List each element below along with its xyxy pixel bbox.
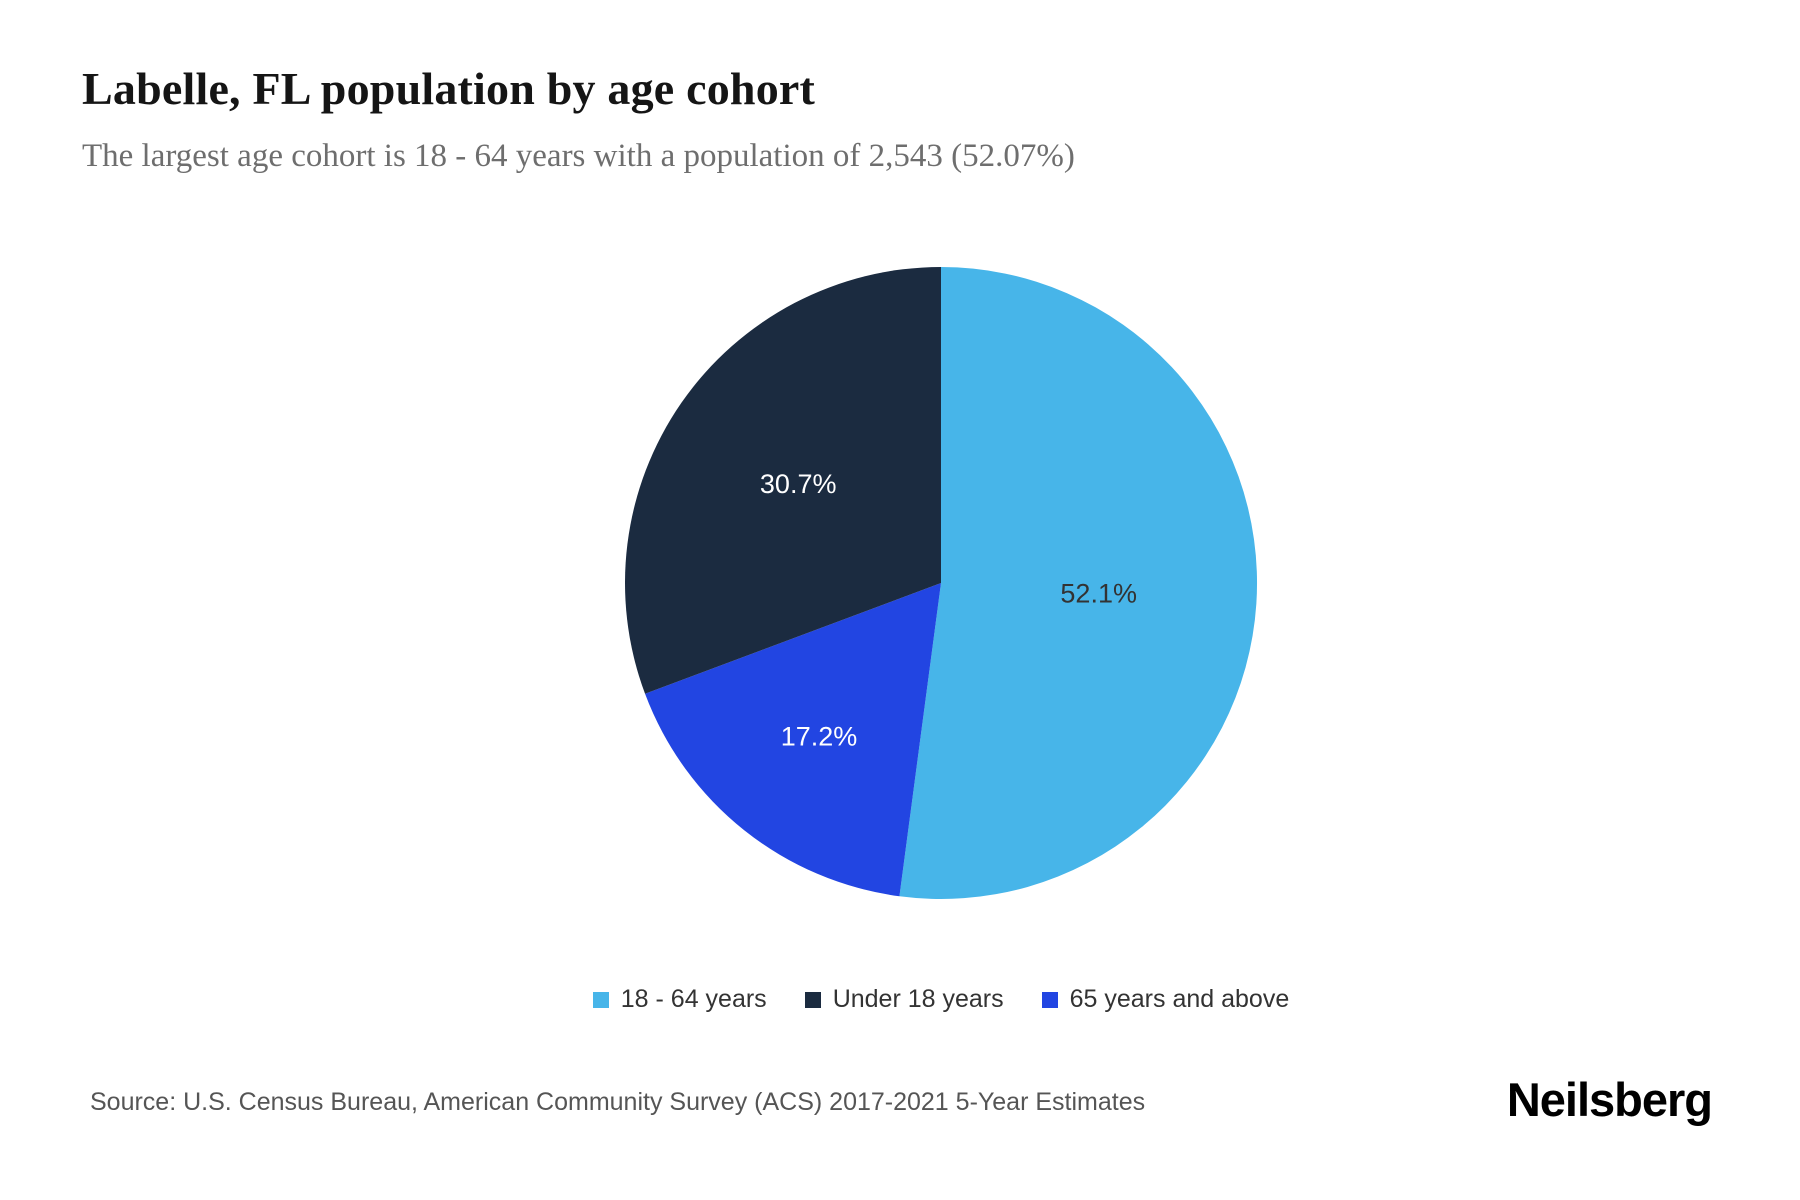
pie-slice-2[interactable] [624, 267, 941, 694]
pie-slice-label-2: 30.7% [760, 469, 837, 499]
legend-swatch-icon [1041, 991, 1058, 1008]
pie-slice-label-1: 17.2% [781, 721, 858, 751]
legend-item-0[interactable]: 18 - 64 years [592, 985, 767, 1014]
pie-slice-1[interactable] [645, 583, 941, 897]
brand-logo: Neilsberg [1506, 1073, 1713, 1126]
pie-chart-svg: 52.1% 17.2% 30.7% [624, 267, 1258, 899]
legend-item-2[interactable]: 65 years and above [1041, 985, 1290, 1014]
chart-legend: 18 - 64 years Under 18 years 65 years and … [592, 985, 1289, 1014]
pie-slice-0[interactable] [899, 267, 1258, 899]
chart-title: Labelle, FL population by age cohort [82, 63, 816, 114]
source-note: Source: U.S. Census Bureau, American Com… [90, 1088, 1146, 1116]
legend-label: 18 - 64 years [620, 985, 767, 1013]
legend-swatch-icon [804, 991, 821, 1008]
legend-item-1[interactable]: Under 18 years [804, 985, 1004, 1014]
legend-swatch-icon [592, 991, 609, 1008]
pie-chart: 52.1% 17.2% 30.7% [621, 263, 1261, 903]
pie-slice-label-0: 52.1% [1060, 578, 1137, 608]
legend-label: Under 18 years [832, 985, 1004, 1013]
chart-subtitle: The largest age cohort is 18 - 64 years … [82, 138, 1075, 174]
legend-label: 65 years and above [1069, 985, 1290, 1013]
